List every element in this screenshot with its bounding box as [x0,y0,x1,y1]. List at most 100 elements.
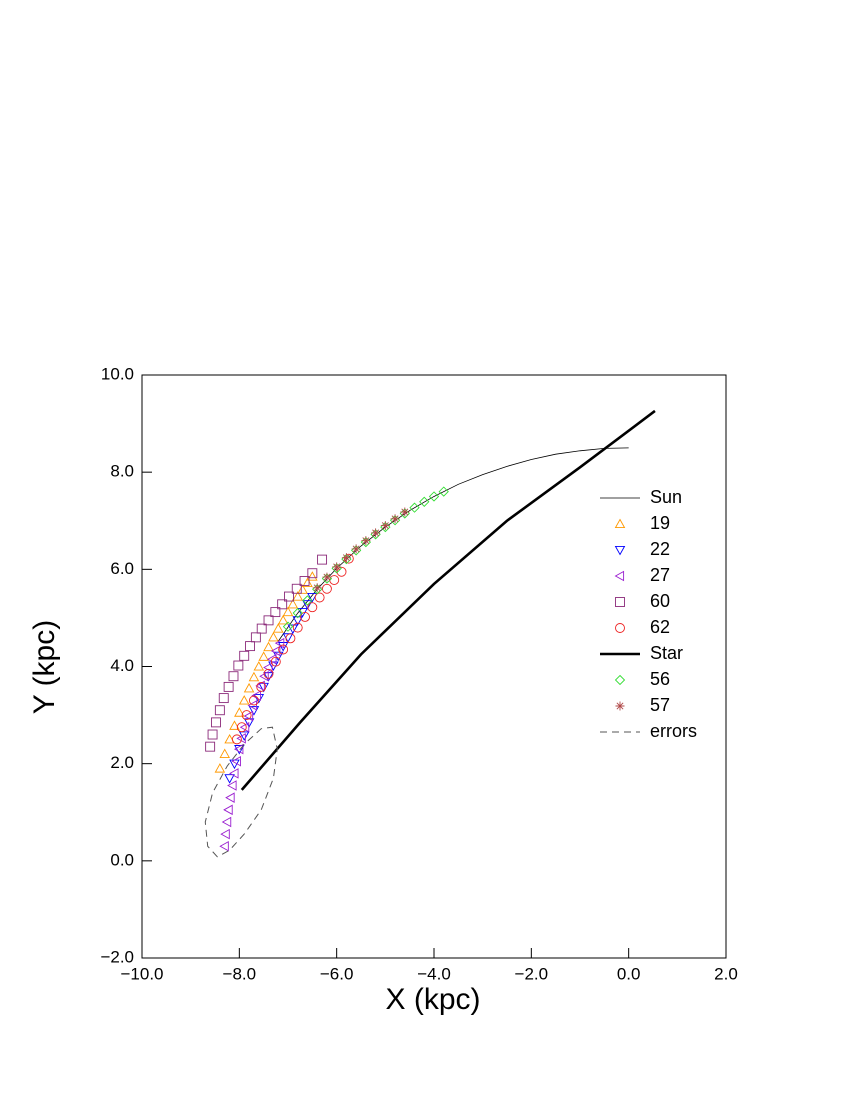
y-tick-label: 0.0 [110,850,134,869]
point [248,695,259,706]
point [243,710,254,722]
point [247,700,258,711]
point [270,645,281,657]
x-tick-label: −2.0 [515,964,549,983]
point [219,840,229,852]
point [263,668,274,679]
point [302,595,313,606]
line [240,409,656,791]
point [219,748,230,758]
legend-label: errors [650,721,697,741]
point [282,606,294,617]
point [274,637,285,649]
x-tick-label: 2.0 [714,964,738,983]
point [250,632,261,643]
point [228,671,239,682]
point [336,566,347,577]
legend-label: 19 [650,513,670,533]
point [256,623,267,634]
point [223,804,233,816]
point [220,828,230,840]
point [390,514,400,524]
y-tick-label: 4.0 [110,656,134,675]
point [256,681,267,692]
y-axis-label: Y (kpc) [28,620,61,714]
point [291,583,302,594]
point [277,599,288,610]
legend-label: 60 [650,591,670,611]
point [297,584,308,594]
legend-marker [615,623,625,633]
point [234,707,245,717]
point [214,763,226,773]
x-tick-label: −4.0 [417,964,451,983]
point [332,562,342,572]
point [229,768,239,779]
legend-marker [614,518,626,529]
point [307,602,318,613]
x-tick-label: −10.0 [120,964,163,983]
point [227,780,237,791]
point [268,631,279,642]
y-tick-label: 2.0 [110,753,134,772]
point [239,650,250,661]
point [292,607,303,619]
x-axis-label: X (kpc) [385,983,480,1016]
point [321,583,332,594]
point [341,553,351,563]
point [409,502,420,513]
point [205,741,216,752]
legend-label: 22 [650,539,670,559]
point [307,571,318,581]
legend-marker [614,545,626,556]
point [299,576,310,586]
point [361,536,371,546]
point [277,614,289,625]
legend-label: Star [650,643,683,663]
point [233,660,244,671]
point [223,681,234,692]
point [273,623,284,633]
point [245,641,255,652]
point [207,729,218,740]
point [270,656,281,667]
point [224,774,235,784]
point [248,706,260,716]
y-tick-label: 10.0 [101,364,134,383]
point [218,693,229,704]
point [380,521,390,531]
y-tick-label: 8.0 [110,462,134,481]
point [371,528,381,538]
point [322,572,332,582]
point [307,592,318,603]
point [302,577,313,587]
point [438,486,449,497]
point [263,615,274,626]
y-tick-label: 6.0 [110,559,134,578]
point [231,734,242,745]
point [285,633,296,644]
point [263,641,274,652]
point [317,554,328,565]
point [400,507,410,517]
x-tick-label: 0.0 [617,964,641,983]
point [351,544,361,554]
point [267,653,277,665]
point [229,720,240,730]
legend-label: 57 [650,695,670,715]
point [253,661,265,671]
point [241,710,252,721]
point [221,816,232,828]
x-tick-label: −8.0 [223,964,257,983]
legend-label: 56 [650,669,670,689]
legend-label: 27 [650,565,670,585]
point [236,722,247,733]
legend-marker [615,701,625,711]
point [307,568,318,579]
x-tick-label: −6.0 [320,964,354,983]
point [248,671,260,682]
y-tick-label: −2.0 [100,947,134,966]
point [239,721,250,733]
